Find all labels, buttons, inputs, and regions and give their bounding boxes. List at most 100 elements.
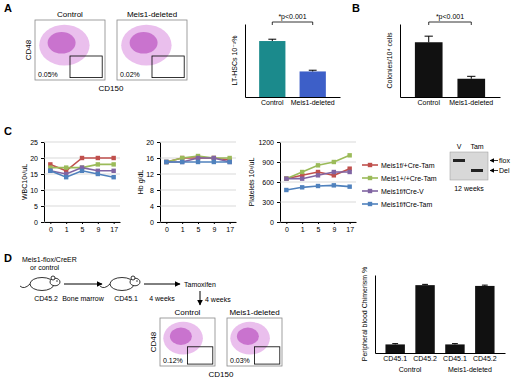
y-tick: 0 <box>34 219 44 226</box>
grid-line <box>160 206 236 207</box>
diagram-label: Meis1-flox/CreER <box>22 256 77 263</box>
tick-label: 15 <box>30 171 38 178</box>
cell-cloud-core <box>170 328 192 345</box>
error-cap <box>452 343 458 344</box>
marker <box>80 169 84 173</box>
grid-line <box>280 182 356 183</box>
plot-frame <box>227 318 282 366</box>
flow-panel: Control0.12%Meis1-deleted0.03%CD48CD150 <box>149 308 282 379</box>
x-tick: Meis1-deleted <box>449 97 493 106</box>
grid-line <box>280 202 356 203</box>
tick-label: CD45.2 <box>413 355 437 362</box>
mouse-eye <box>136 280 137 281</box>
y-axis <box>245 25 246 98</box>
grid-line <box>280 162 356 163</box>
mouse-icon <box>20 276 60 291</box>
legend-label: Meis1+/+Cre-Tam <box>381 175 437 182</box>
gate-label: 0.12% <box>163 357 183 364</box>
bar-chart: CD45.1CD45.2CD45.1CD45.2ControlMeis1-del… <box>361 267 506 373</box>
y-tick: 25 <box>30 139 44 146</box>
gel-caption: 12 weeks <box>454 185 484 192</box>
x-tick: 5 <box>81 222 85 233</box>
series-line <box>286 169 349 179</box>
tick-label: 9 <box>212 226 216 233</box>
y-tick: 300 <box>262 199 280 206</box>
mouse-eye <box>56 280 57 281</box>
panel-letter: A <box>4 2 12 14</box>
marker <box>111 162 115 166</box>
cell-cloud <box>230 322 270 355</box>
marker <box>332 170 336 174</box>
diagram-label: CD45.1 <box>114 295 138 302</box>
legend-marker <box>368 163 372 167</box>
x-tick: CD45.1 <box>443 353 467 362</box>
x-tick: 1 <box>65 222 69 233</box>
tick-mark <box>166 222 167 224</box>
legend-label: Meis1f/fCre-V <box>381 188 424 195</box>
arrow <box>64 284 102 285</box>
tick-mark <box>334 222 335 224</box>
line-chart: 0510152025015917WBC10³/uL <box>21 139 121 233</box>
marker <box>316 173 320 177</box>
x-tick: 9 <box>332 222 336 233</box>
tick-label: 25 <box>30 139 38 146</box>
flow-plot: Meis1-deleted0.03% <box>227 308 282 366</box>
x-tick: 9 <box>96 222 100 233</box>
marker <box>227 156 231 160</box>
x-tick: CD45.2 <box>473 353 497 362</box>
error-bar <box>467 76 475 78</box>
cell-cloud-core <box>48 32 76 54</box>
grid-line <box>44 190 120 191</box>
axis-line <box>160 143 161 223</box>
tick-label: 300 <box>262 199 274 206</box>
series-line <box>286 155 349 178</box>
x-tick: Meis1-deleted <box>291 97 335 106</box>
tick-mark <box>41 190 44 191</box>
y-tick: 0 <box>150 219 160 226</box>
band-label: flox <box>499 157 510 164</box>
error-bar <box>268 39 276 41</box>
x-axis: 015917 <box>281 222 357 233</box>
plot-title: Meis1-deleted <box>127 10 177 19</box>
bar <box>259 41 285 97</box>
tick-label: Meis1-deleted <box>449 99 493 106</box>
grid <box>280 142 356 222</box>
cell-cloud-core <box>130 32 158 54</box>
tick-mark <box>41 222 44 223</box>
series <box>164 154 232 164</box>
tick-mark <box>41 174 44 175</box>
bar <box>385 344 404 353</box>
marker <box>111 156 115 160</box>
error-cap <box>467 76 475 77</box>
marker <box>64 175 68 179</box>
tick-mark <box>41 158 44 159</box>
bars <box>259 39 326 97</box>
marker <box>284 176 288 180</box>
marker <box>80 156 84 160</box>
bar <box>415 285 434 353</box>
gate <box>70 56 102 78</box>
tick-mark <box>277 142 280 143</box>
arrow <box>144 284 180 285</box>
tick-mark <box>157 142 160 143</box>
tick-mark <box>157 158 160 159</box>
x-tick: 17 <box>110 222 118 233</box>
tick-label: 16 <box>146 155 154 162</box>
grid-line <box>160 174 236 175</box>
tick-label: Control <box>261 99 284 106</box>
error-bar <box>482 285 488 287</box>
x-tick: CD45.2 <box>413 353 437 362</box>
axis-line <box>44 143 45 223</box>
gel-band <box>471 169 483 172</box>
marker <box>212 160 216 164</box>
x-axis: 015917 <box>161 222 237 233</box>
y-tick: 20 <box>146 139 160 146</box>
x-tick: 0 <box>49 222 53 233</box>
significance-bracket <box>272 22 312 25</box>
axis-title: CD48 <box>149 331 158 352</box>
marker <box>227 160 231 164</box>
marker <box>164 160 168 164</box>
x-axis: CD45.1CD45.2CD45.1CD45.2 <box>376 353 506 362</box>
tick-label: Meis1-deleted <box>291 99 335 106</box>
axis-line <box>400 25 401 98</box>
